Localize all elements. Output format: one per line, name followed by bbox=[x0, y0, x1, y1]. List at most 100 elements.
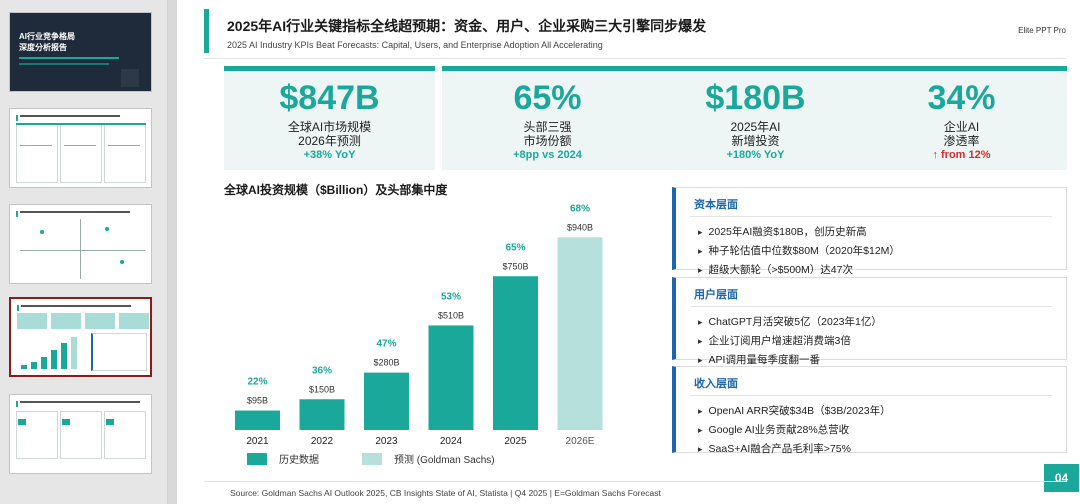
bar-value-label: $280B bbox=[373, 358, 399, 368]
info-divider bbox=[690, 216, 1052, 217]
bar-value-label: $150B bbox=[309, 384, 335, 394]
thumbnail-accent bbox=[17, 305, 19, 311]
kpi-label: 头部三强 bbox=[523, 120, 572, 134]
kpi-card-market-share: 65% 头部三强 市场份额 +8pp vs 2024 bbox=[442, 66, 653, 170]
thumbnail-card bbox=[16, 123, 58, 183]
slide-subtitle: 2025 AI Industry KPIs Beat Forecasts: Ca… bbox=[227, 40, 603, 50]
thumbnail-kpi bbox=[51, 313, 81, 329]
kpi-delta: +180% YoY bbox=[726, 149, 785, 161]
kpi-value: 34% bbox=[927, 79, 996, 117]
thumbnail-point bbox=[120, 260, 124, 264]
slide-thumbnail-5[interactable] bbox=[9, 394, 152, 474]
slide-thumbnail-panel: AI行业竞争格局 深度分析报告 bbox=[0, 0, 168, 504]
info-heading: 用户层面 bbox=[694, 289, 738, 301]
thumbnail-line bbox=[108, 145, 140, 146]
bullet-icon: ▸ bbox=[698, 336, 703, 346]
bar-2021 bbox=[235, 410, 280, 430]
info-divider bbox=[690, 306, 1052, 307]
brand-label: Elite PPT Pro bbox=[1018, 26, 1066, 35]
x-tick-label: 2025 bbox=[504, 436, 527, 447]
x-tick-label: 2022 bbox=[311, 436, 334, 447]
info-item-text: OpenAI ARR突破$34B（$3B/2023年） bbox=[708, 405, 891, 417]
chart-title: 全球AI投资规模（$Billion）及头部集中度 bbox=[224, 183, 448, 197]
kpi-card-penetration: 34% 企业AI 渗透率 ↑ from 12% bbox=[856, 66, 1067, 170]
info-heading: 收入层面 bbox=[694, 378, 738, 390]
bullet-icon: ▸ bbox=[698, 444, 703, 454]
bullet-icon: ▸ bbox=[698, 406, 703, 416]
x-tick-label: 2023 bbox=[375, 436, 398, 447]
bar-2023 bbox=[364, 372, 409, 430]
footer-divider bbox=[204, 481, 1066, 482]
kpi-value: 65% bbox=[513, 79, 582, 117]
thumbnail-bar bbox=[31, 362, 37, 369]
page-number-badge: 04 bbox=[1044, 464, 1079, 492]
slide-thumbnail-4[interactable] bbox=[9, 297, 152, 377]
thumbnail-bar bbox=[71, 337, 77, 369]
info-item: ▸ ChatGPT月活突破5亿（2023年1亿） bbox=[698, 313, 882, 332]
slide-canvas: 2025年AI行业关键指标全线超预期：资金、用户、企业采购三大引擎同步爆发 20… bbox=[177, 0, 1080, 504]
x-tick-label: 2024 bbox=[440, 436, 463, 447]
thumbnail-line bbox=[20, 145, 52, 146]
info-item: ▸ Google AI业务贡献28%总营收 bbox=[698, 421, 891, 440]
info-item-text: ChatGPT月活突破5亿（2023年1亿） bbox=[708, 316, 882, 328]
info-item-text: 种子轮估值中位数$80M（2020年$12M） bbox=[708, 245, 900, 257]
legend-swatch-historical bbox=[247, 453, 267, 465]
thumbnail-accent bbox=[62, 419, 70, 425]
bullet-icon: ▸ bbox=[698, 246, 703, 256]
kpi-delta: +38% YoY bbox=[303, 149, 356, 161]
kpi-label: 2026年预测 bbox=[298, 134, 361, 148]
info-item: ▸ 企业订阅用户增速超消费端3倍 bbox=[698, 332, 882, 351]
info-item: ▸ API调用量每季度翻一番 bbox=[698, 351, 882, 370]
slide-thumbnail-3[interactable] bbox=[9, 204, 152, 284]
thumbnail-bar bbox=[21, 365, 27, 369]
bar-value-label: $510B bbox=[438, 310, 464, 320]
thumbnail-decoration bbox=[121, 69, 139, 87]
bar-2025 bbox=[493, 276, 538, 430]
kpi-label: 全球AI市场规模 bbox=[287, 120, 372, 134]
investment-bar-chart: $95B 22% 2021 $150B 36% 2022 $280B 47% 2023 $510B… bbox=[235, 203, 603, 466]
concentration-label: 65% bbox=[505, 242, 525, 253]
thumbnail-bar bbox=[61, 343, 67, 369]
thumbnail-accent bbox=[18, 419, 26, 425]
bullet-icon: ▸ bbox=[698, 355, 703, 365]
info-box-user: 用户层面 ▸ ChatGPT月活突破5亿（2023年1亿） ▸ 企业订阅用户增速超消… bbox=[672, 277, 1067, 366]
kpi-card-investment: $180B 2025年AI 新增投资 +180% YoY bbox=[650, 66, 861, 170]
info-item: ▸ 2025年AI融资$180B，创历史新高 bbox=[698, 223, 900, 242]
thumbnail-kpi bbox=[85, 313, 115, 329]
info-box-capital: 资本层面 ▸ 2025年AI融资$180B，创历史新高 ▸ 种子轮估值中位数$80M… bbox=[672, 187, 1067, 276]
thumbnail-info bbox=[91, 333, 147, 371]
thumbnail-point bbox=[105, 227, 109, 231]
info-item-text: 超级大额轮（>$500M）达47次 bbox=[708, 264, 853, 276]
info-item-text: API调用量每季度翻一番 bbox=[708, 354, 820, 366]
info-item: ▸ SaaS+AI融合产品毛利率>75% bbox=[698, 440, 891, 459]
thumbnail-card bbox=[104, 123, 146, 183]
kpi-value: $847B bbox=[279, 79, 380, 117]
thumbnail-title-line bbox=[20, 211, 130, 213]
bullet-icon: ▸ bbox=[698, 265, 703, 275]
thumbnail-accent bbox=[16, 123, 146, 125]
thumbnail-point bbox=[40, 230, 44, 234]
bar-value-label: $940B bbox=[567, 222, 593, 232]
kpi-label: 市场份额 bbox=[523, 134, 572, 148]
bar-2022 bbox=[299, 399, 345, 430]
thumbnail-line bbox=[64, 145, 96, 146]
thumbnail-axis bbox=[80, 219, 81, 279]
info-item: ▸ OpenAI ARR突破$34B（$3B/2023年） bbox=[698, 402, 891, 421]
bar-2026E bbox=[557, 237, 603, 430]
thumbnail-accent bbox=[16, 401, 18, 407]
bullet-icon: ▸ bbox=[698, 227, 703, 237]
info-item-text: Google AI业务贡献28%总营收 bbox=[708, 424, 850, 436]
concentration-label: 47% bbox=[376, 339, 396, 350]
slide-thumbnail-1[interactable]: AI行业竞争格局 深度分析报告 bbox=[9, 12, 152, 92]
thumbnail-accent bbox=[16, 211, 18, 217]
bullet-icon: ▸ bbox=[698, 425, 703, 435]
header-divider bbox=[204, 58, 1066, 59]
thumbnail-accent bbox=[19, 63, 109, 65]
kpi-delta: +8pp vs 2024 bbox=[513, 149, 582, 161]
thumbnail-accent bbox=[16, 115, 18, 121]
thumbnail-kpi bbox=[17, 313, 47, 329]
slide-thumbnail-2[interactable] bbox=[9, 108, 152, 188]
thumbnail-title-line bbox=[20, 115, 120, 117]
bar-value-label: $95B bbox=[247, 396, 268, 406]
concentration-label: 53% bbox=[441, 291, 461, 302]
